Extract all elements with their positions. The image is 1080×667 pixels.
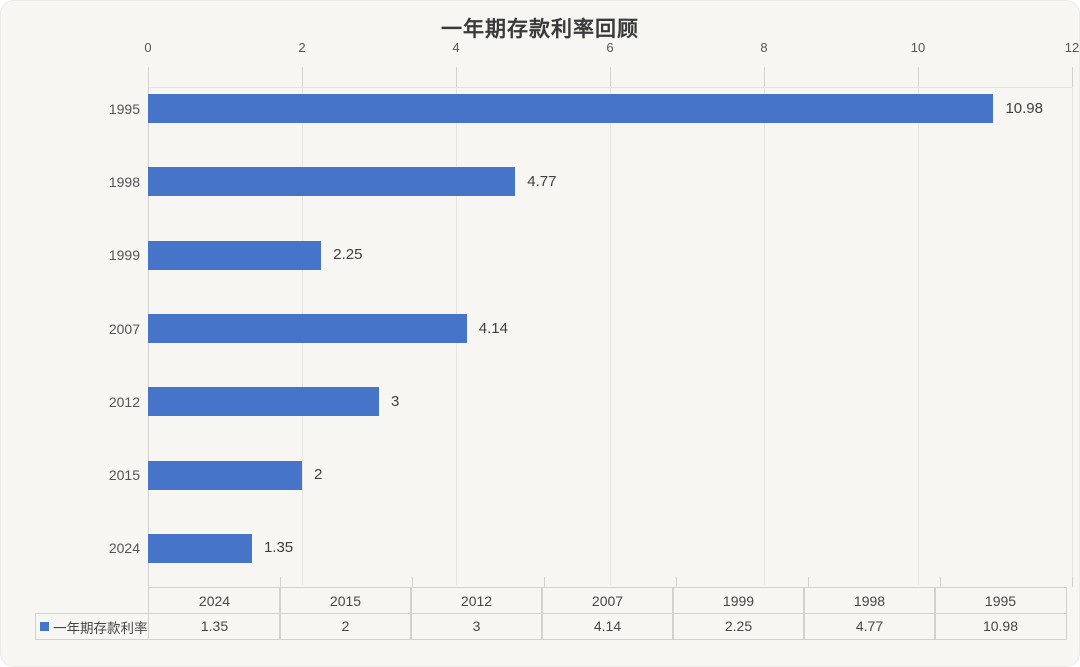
table-header-cell: 2015	[279, 587, 412, 614]
bar	[148, 240, 322, 270]
category-axis-tick-mark	[280, 577, 281, 587]
value-axis-tick-label: 8	[760, 40, 768, 55]
gridline	[610, 87, 611, 585]
table-value-cell: 1.35	[148, 613, 281, 640]
bar	[148, 167, 516, 197]
table-header-cell: 1995	[934, 587, 1067, 614]
category-axis-tick-mark	[1072, 577, 1073, 587]
table-header-cell: 1998	[803, 587, 936, 614]
value-axis-tick-mark	[456, 67, 457, 87]
category-label: 2015	[108, 467, 140, 484]
legend-cell: 一年期存款利率	[35, 613, 149, 640]
category-label: 1995	[108, 100, 140, 117]
value-axis-tick-mark	[610, 67, 611, 87]
category-label: 2012	[108, 393, 140, 410]
category-label: 2024	[108, 540, 140, 557]
table-value-cell: 4.77	[803, 613, 936, 640]
value-axis-tick-mark	[764, 67, 765, 87]
value-axis-tick-label: 12	[1064, 40, 1080, 55]
bar	[148, 533, 252, 563]
category-label: 2007	[108, 320, 140, 337]
value-axis-tick-label: 0	[144, 40, 152, 55]
table-value-cell: 2.25	[672, 613, 805, 640]
value-axis-tick-label: 4	[452, 40, 460, 55]
bar	[148, 314, 467, 343]
bar-value-label: 1.35	[263, 539, 294, 557]
bar	[148, 94, 994, 124]
bar	[148, 460, 302, 490]
category-label: 1999	[108, 247, 140, 264]
category-axis-tick-mark	[940, 577, 941, 587]
bar-value-label: 10.98	[1005, 99, 1043, 117]
value-axis-tick-mark	[302, 67, 303, 87]
gridline	[1072, 87, 1073, 585]
value-axis-tick-label: 6	[606, 40, 614, 55]
category-axis-tick-mark	[148, 577, 149, 587]
table-value-cell: 10.98	[934, 613, 1067, 640]
table-header-cell: 2007	[541, 587, 674, 614]
table-header-cell: 2024	[148, 587, 281, 614]
table-header-cell: 1999	[672, 587, 805, 614]
value-axis-tick-label: 10	[910, 40, 926, 55]
category-axis-tick-mark	[412, 577, 413, 587]
category-axis-tick-mark	[808, 577, 809, 587]
gridline	[764, 87, 765, 585]
category-axis-tick-mark	[544, 577, 545, 587]
table-header-cell: 2012	[410, 587, 543, 614]
category-axis-tick-mark	[676, 577, 677, 587]
gridline	[918, 87, 919, 585]
table-value-cell: 4.14	[541, 613, 674, 640]
value-axis-tick-mark	[1072, 67, 1073, 87]
value-axis-tick-mark	[918, 67, 919, 87]
bar-value-label: 4.77	[527, 172, 557, 190]
bar-value-label: 3	[391, 392, 400, 410]
value-axis-tick-label: 2	[298, 40, 306, 55]
bar-value-label: 4.14	[478, 319, 508, 337]
legend-label: 一年期存款利率	[53, 620, 148, 636]
bar-value-label: 2	[314, 466, 323, 484]
category-label: 1998	[108, 173, 140, 190]
bar-value-label: 2.25	[333, 246, 363, 264]
bar	[148, 387, 379, 417]
legend-marker-icon	[40, 622, 49, 631]
table-value-cell: 3	[410, 613, 543, 640]
chart-title: 一年期存款利率回顾	[441, 18, 639, 41]
table-value-cell: 2	[279, 613, 412, 640]
